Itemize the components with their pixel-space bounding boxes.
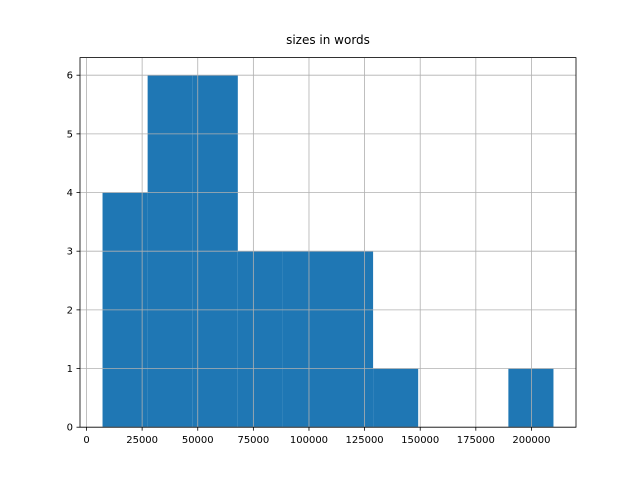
y-tick-label: 1 bbox=[67, 364, 73, 375]
y-tick-label: 2 bbox=[67, 305, 73, 316]
axes: 0 25000 50000 75000 100000 125000 150000 175000… bbox=[67, 57, 577, 446]
bar bbox=[328, 251, 374, 428]
x-tick-label: 25000 bbox=[126, 435, 158, 446]
bar bbox=[237, 251, 283, 428]
bar bbox=[282, 251, 328, 428]
x-tick-label: 75000 bbox=[237, 435, 269, 446]
x-tick-label: 175000 bbox=[457, 435, 495, 446]
plot-frame bbox=[79, 57, 577, 428]
x-tick-label: 100000 bbox=[290, 435, 328, 446]
y-tick-label: 6 bbox=[67, 71, 73, 82]
y-tick-label: 3 bbox=[67, 247, 73, 258]
x-tick-label: 0 bbox=[83, 435, 89, 446]
x-tick-label: 150000 bbox=[401, 435, 439, 446]
y-tick-label: 0 bbox=[67, 423, 73, 434]
x-tick-label: 200000 bbox=[512, 435, 550, 446]
bar bbox=[508, 368, 554, 428]
x-tick-label: 50000 bbox=[182, 435, 214, 446]
x-tick-label: 125000 bbox=[346, 435, 384, 446]
chart-title: sizes in words bbox=[286, 33, 370, 47]
bar bbox=[373, 368, 419, 428]
y-tick-label: 5 bbox=[67, 129, 73, 140]
y-tick-label: 4 bbox=[67, 188, 73, 199]
